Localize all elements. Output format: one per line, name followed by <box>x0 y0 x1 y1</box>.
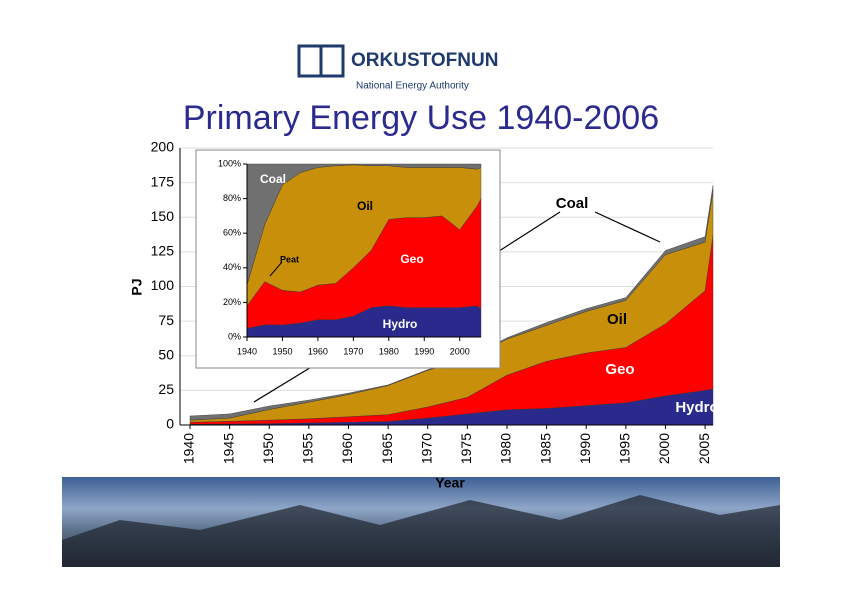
x-tick-label: 2005 <box>696 433 712 464</box>
y-tick-label: 100 <box>151 277 175 293</box>
x-tick-label: 1950 <box>260 433 276 464</box>
y-tick-label: 60% <box>223 228 241 238</box>
logo-text: ORKUSTOFNUN <box>351 50 498 71</box>
x-tick-label: 1985 <box>537 433 553 464</box>
y-tick-label: 100% <box>218 158 241 168</box>
x-tick-label: 1965 <box>379 433 395 464</box>
logo-subtitle: National Energy Authority <box>356 81 469 92</box>
x-tick-label: 2000 <box>450 346 470 356</box>
series-label: Coal <box>260 172 286 186</box>
series-label: Oil <box>357 199 373 213</box>
x-tick-label: 1945 <box>220 433 236 464</box>
chart-title: Primary Energy Use 1940-2006 <box>183 99 659 137</box>
series-label: Hydro <box>383 317 418 331</box>
logo: ORKUSTOFNUN National Energy Authority <box>297 44 498 92</box>
y-tick-label: 200 <box>151 139 175 155</box>
y-tick-label: 125 <box>151 243 175 259</box>
x-tick-label: 1950 <box>272 346 292 356</box>
x-tick-label: 1960 <box>308 346 328 356</box>
x-tick-label: 1970 <box>418 433 434 464</box>
arrow <box>594 211 661 243</box>
x-axis-label: Year <box>435 475 465 491</box>
x-tick-label: 1980 <box>498 433 514 464</box>
x-tick-label: 1990 <box>577 433 593 464</box>
peat-annotation: Peat <box>280 254 299 264</box>
y-tick-label: 25 <box>158 381 174 397</box>
y-tick-label: 150 <box>151 208 175 224</box>
x-tick-label: 1980 <box>379 346 399 356</box>
x-tick-label: 1990 <box>414 346 434 356</box>
series-label: Oil <box>607 311 627 328</box>
x-tick-label: 1995 <box>617 433 633 464</box>
area <box>246 163 482 286</box>
y-axis-label: PJ <box>129 278 145 295</box>
y-tick-label: 0 <box>166 416 174 432</box>
y-tick-label: 175 <box>151 173 175 189</box>
inset-chart: 0% 20% 40% 60% 80% 100% Hydro Geo Oil Coal 1940 195… <box>218 158 482 356</box>
peat-arrow <box>269 261 283 277</box>
x-tick-label: 1955 <box>300 433 316 464</box>
x-tick-label: 1970 <box>343 346 363 356</box>
series-label: Geo <box>400 252 423 266</box>
y-tick-label: 0% <box>228 331 241 341</box>
series-label: Hydro <box>675 399 718 416</box>
x-tick-label: 2000 <box>656 433 672 464</box>
x-tick-label: 1960 <box>339 433 355 464</box>
x-tick-label: 1940 <box>237 346 257 356</box>
series-label: Geo <box>605 361 634 378</box>
y-tick-label: 80% <box>223 193 241 203</box>
y-tick-label: 50 <box>158 346 174 362</box>
y-tick-label: 40% <box>223 262 241 272</box>
area <box>189 185 714 421</box>
y-tick-label: 75 <box>158 312 174 328</box>
mountains <box>62 495 780 567</box>
x-tick-label: 1975 <box>458 433 474 464</box>
series-label: Coal <box>556 195 589 212</box>
x-tick-label: 1940 <box>181 433 197 464</box>
y-tick-label: 20% <box>223 297 241 307</box>
